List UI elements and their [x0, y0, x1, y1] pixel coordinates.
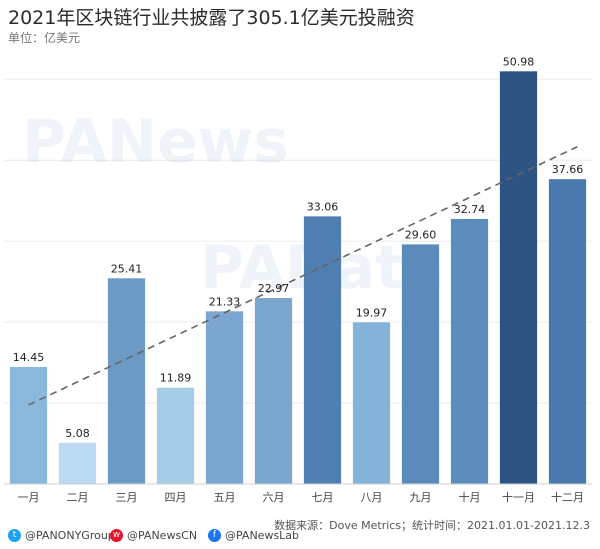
trendline	[28, 146, 578, 406]
bar-2	[58, 442, 97, 484]
twitter-icon: t	[8, 529, 21, 542]
x-tick-label-2: 二月	[67, 491, 89, 504]
twitter-handle: @PANONYGroup	[25, 529, 115, 542]
bar-9	[401, 244, 440, 484]
bar-8	[352, 322, 391, 484]
bar-12	[548, 179, 587, 484]
bar-3	[107, 278, 146, 484]
bars-group	[9, 71, 587, 485]
facebook-handle: @PANewsLab	[225, 529, 300, 542]
facebook-icon: f	[208, 529, 221, 542]
trendline-group	[28, 146, 578, 406]
value-label-10: 32.74	[454, 203, 486, 216]
bar-1	[9, 367, 48, 484]
x-tick-label-12: 十二月	[551, 490, 584, 504]
weibo-icon: w	[110, 529, 123, 542]
value-label-3: 25.41	[111, 262, 143, 275]
value-label-11: 50.98	[503, 55, 535, 68]
gridlines	[4, 78, 592, 404]
weibo-handle: @PANewsCN	[127, 529, 198, 542]
chart-title: 2021年区块链行业共披露了305.1亿美元投融资	[8, 7, 415, 29]
value-label-8: 19.97	[356, 306, 388, 319]
value-label-12: 37.66	[552, 163, 584, 176]
value-labels-group: 14.45 5.08 25.41 11.89 21.33 22.97 33.06 19.97 2…	[13, 55, 584, 440]
x-tick-label-7: 七月	[312, 491, 334, 504]
x-tick-label-10: 十月	[459, 490, 481, 504]
x-tick-label-6: 六月	[263, 491, 285, 504]
value-label-1: 14.45	[13, 351, 45, 364]
x-axis-labels-group: 一月 二月 三月 四月 五月 六月 七月 八月 九月 十月 十一月 十二月	[18, 490, 585, 504]
x-tick-label-8: 八月	[361, 491, 383, 504]
x-tick-label-1: 一月	[18, 491, 40, 504]
x-tick-label-4: 四月	[165, 491, 187, 504]
watermark-panews: PANews	[22, 107, 289, 177]
value-label-6: 22.97	[258, 282, 290, 295]
value-label-9: 29.60	[405, 228, 437, 241]
social-facebook[interactable]: f @PANewsLab	[208, 529, 299, 542]
value-label-5: 21.33	[209, 295, 241, 308]
footer-bar: t @PANONYGroup w @PANewsCN f @PANewsLab	[0, 522, 600, 549]
bar-6	[254, 298, 293, 484]
x-tick-label-11: 十一月	[502, 490, 535, 504]
x-tick-label-3: 三月	[116, 491, 138, 504]
x-tick-label-5: 五月	[214, 491, 236, 504]
bar-10	[450, 218, 489, 484]
value-label-7: 33.06	[307, 200, 339, 213]
bar-7	[303, 216, 342, 484]
bar-5	[205, 311, 244, 484]
svg-text:PANews: PANews	[22, 107, 289, 177]
data-source-note: 数据来源：Dove Metrics；统计时间：2021.01.01-2021.1…	[274, 519, 590, 532]
value-label-4: 11.89	[160, 372, 192, 385]
x-tick-label-9: 九月	[410, 491, 432, 504]
bar-11	[499, 71, 538, 485]
value-label-2: 5.08	[65, 427, 90, 440]
unit-label: 单位：亿美元	[8, 31, 81, 45]
social-weibo[interactable]: w @PANewsCN	[110, 529, 197, 542]
social-twitter[interactable]: t @PANONYGroup	[8, 529, 115, 542]
bar-4	[156, 387, 195, 484]
